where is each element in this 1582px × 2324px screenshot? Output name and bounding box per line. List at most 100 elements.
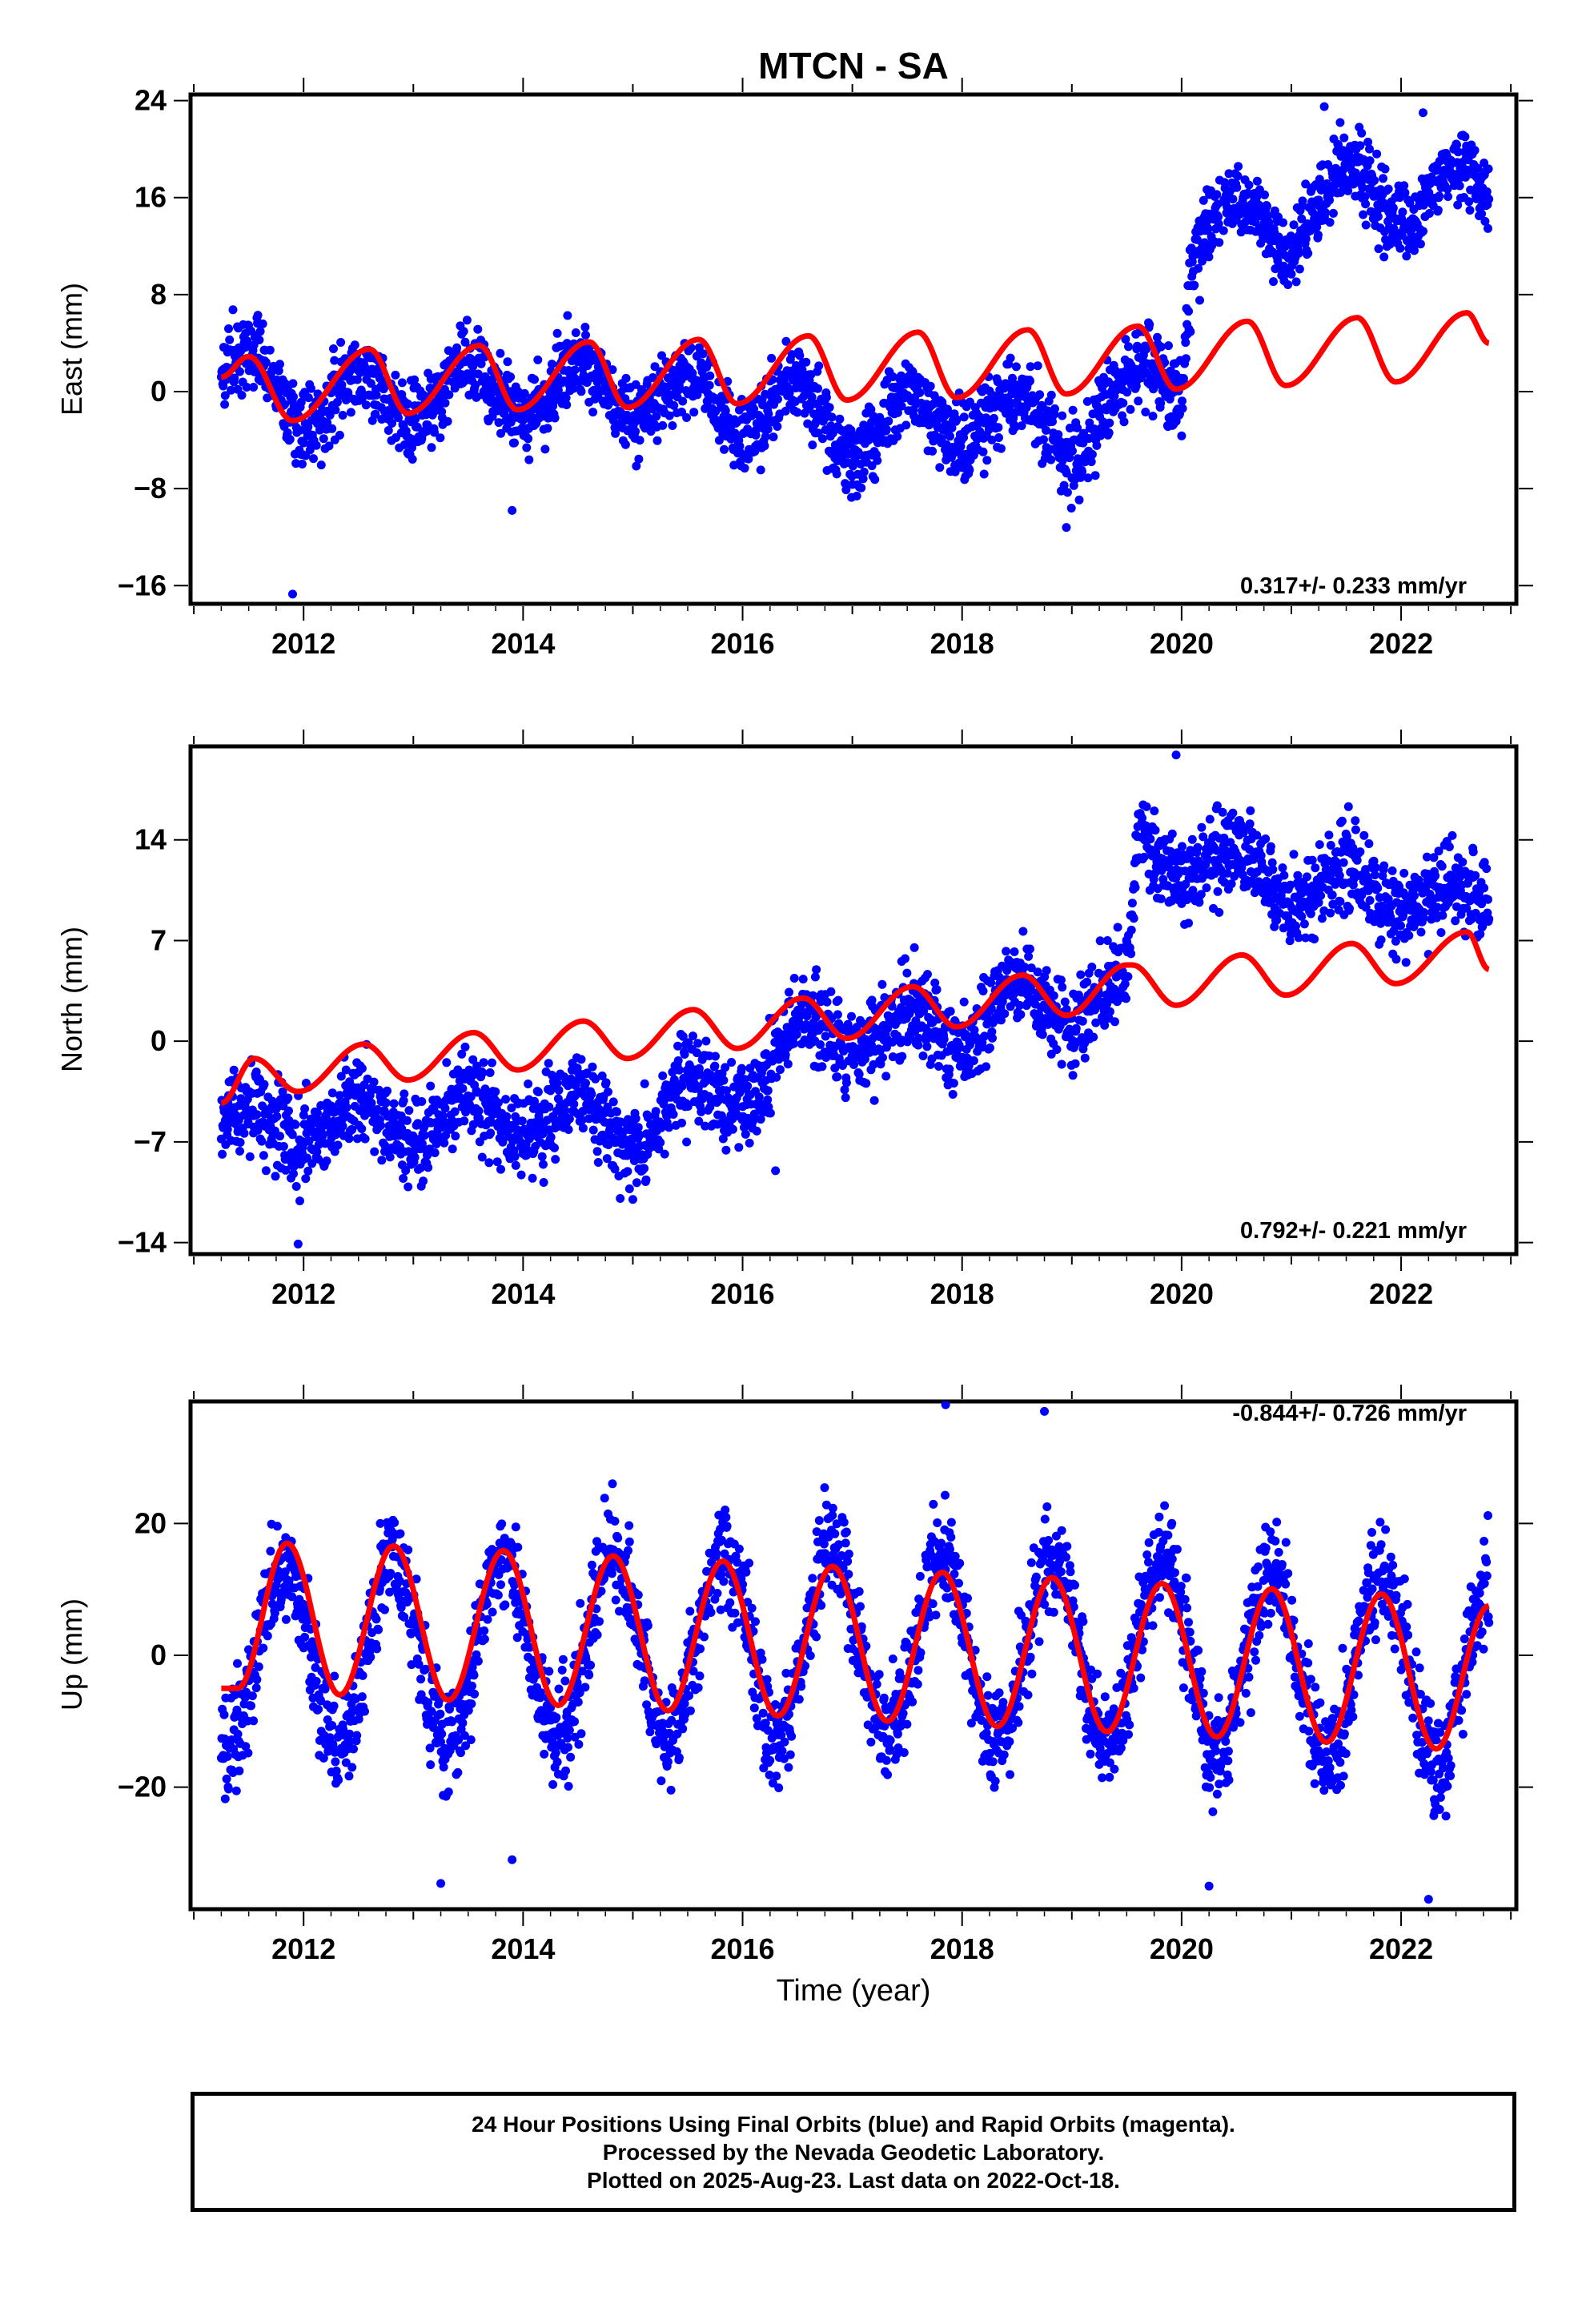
north-point bbox=[389, 1099, 399, 1108]
east-point bbox=[1460, 132, 1470, 142]
north-point bbox=[426, 1081, 436, 1091]
east-point bbox=[1294, 248, 1303, 258]
east-point bbox=[253, 311, 263, 320]
north-point bbox=[218, 1149, 227, 1159]
north-point bbox=[486, 1128, 496, 1138]
north-point bbox=[281, 1165, 291, 1175]
east-point bbox=[510, 438, 519, 448]
north-point bbox=[897, 1051, 907, 1061]
north-point bbox=[601, 1078, 611, 1088]
north-point bbox=[632, 1178, 641, 1188]
east-point bbox=[1301, 234, 1311, 243]
north-point bbox=[360, 1134, 370, 1144]
north-point bbox=[336, 1072, 346, 1081]
east-point bbox=[1373, 211, 1383, 221]
east-point bbox=[773, 422, 782, 431]
north-point bbox=[1015, 1000, 1025, 1010]
north-point bbox=[318, 1132, 327, 1141]
east-point bbox=[1178, 396, 1186, 406]
north-point bbox=[643, 1113, 652, 1122]
north-point bbox=[307, 1159, 317, 1168]
north-point bbox=[677, 1081, 687, 1091]
east-point bbox=[873, 456, 882, 465]
north-point bbox=[697, 1107, 706, 1116]
north-point bbox=[284, 1106, 293, 1116]
east-point bbox=[1186, 327, 1195, 336]
east-point bbox=[427, 443, 436, 452]
east-point bbox=[1232, 183, 1242, 192]
east-point bbox=[468, 362, 478, 372]
east-point bbox=[1291, 277, 1301, 287]
north-point bbox=[485, 1068, 495, 1077]
north-point bbox=[608, 1097, 618, 1107]
north-point bbox=[581, 1079, 590, 1088]
north-point bbox=[396, 1111, 406, 1120]
east-point bbox=[835, 414, 845, 424]
east-point bbox=[1181, 338, 1191, 348]
north-point bbox=[544, 1102, 554, 1112]
north-point bbox=[946, 1007, 955, 1016]
east-point bbox=[1325, 218, 1335, 227]
east-point bbox=[965, 465, 974, 475]
east-outlier-point bbox=[287, 589, 297, 599]
north-point bbox=[301, 1174, 311, 1184]
east-point bbox=[410, 375, 420, 384]
east-point bbox=[928, 446, 938, 456]
east-xtick-label: 2020 bbox=[1150, 627, 1214, 660]
north-point bbox=[612, 1107, 621, 1116]
north-point bbox=[1018, 927, 1028, 936]
east-point bbox=[471, 380, 480, 390]
north-point bbox=[776, 1065, 785, 1075]
north-point bbox=[1197, 822, 1207, 832]
north-point bbox=[1279, 870, 1289, 880]
east-point bbox=[452, 343, 462, 352]
north-point bbox=[235, 1147, 244, 1156]
north-point bbox=[833, 1072, 842, 1082]
north-point bbox=[988, 1033, 997, 1043]
east-point bbox=[935, 463, 945, 472]
east-point bbox=[1234, 162, 1243, 171]
east-point bbox=[540, 444, 550, 454]
east-point bbox=[1398, 207, 1407, 217]
east-point bbox=[524, 434, 533, 444]
north-point bbox=[901, 954, 909, 963]
east-point bbox=[1251, 217, 1260, 227]
north-point bbox=[673, 1041, 683, 1051]
east-point bbox=[1178, 404, 1187, 413]
north-point bbox=[492, 1157, 502, 1167]
north-point bbox=[740, 1075, 749, 1084]
east-point bbox=[496, 428, 505, 438]
east-point bbox=[1359, 210, 1368, 219]
east-point bbox=[1156, 399, 1166, 408]
east-point bbox=[1042, 425, 1051, 435]
north-point bbox=[1228, 808, 1238, 818]
north-point bbox=[507, 1104, 516, 1112]
north-point bbox=[852, 1023, 861, 1032]
east-point bbox=[564, 366, 573, 375]
east-point bbox=[361, 400, 371, 410]
north-point bbox=[1043, 1019, 1053, 1029]
north-point bbox=[1033, 967, 1042, 977]
north-point bbox=[682, 1137, 692, 1147]
north-point bbox=[279, 1142, 288, 1151]
east-point bbox=[1050, 404, 1059, 413]
north-point bbox=[341, 1065, 351, 1075]
north-point bbox=[810, 972, 820, 982]
east-point bbox=[1453, 147, 1463, 157]
east-point bbox=[1402, 251, 1411, 261]
north-point bbox=[1058, 983, 1067, 992]
north-point bbox=[588, 1062, 597, 1072]
north-point bbox=[741, 1129, 750, 1139]
east-point bbox=[360, 362, 369, 372]
east-point bbox=[825, 403, 834, 412]
east-point bbox=[1339, 133, 1349, 143]
east-point bbox=[411, 414, 420, 424]
east-point bbox=[818, 434, 827, 444]
east-point bbox=[227, 385, 236, 395]
east-point bbox=[1424, 209, 1434, 218]
north-point bbox=[259, 1080, 269, 1089]
east-point bbox=[937, 434, 946, 444]
east-point bbox=[1374, 244, 1383, 254]
north-point bbox=[743, 1081, 753, 1091]
